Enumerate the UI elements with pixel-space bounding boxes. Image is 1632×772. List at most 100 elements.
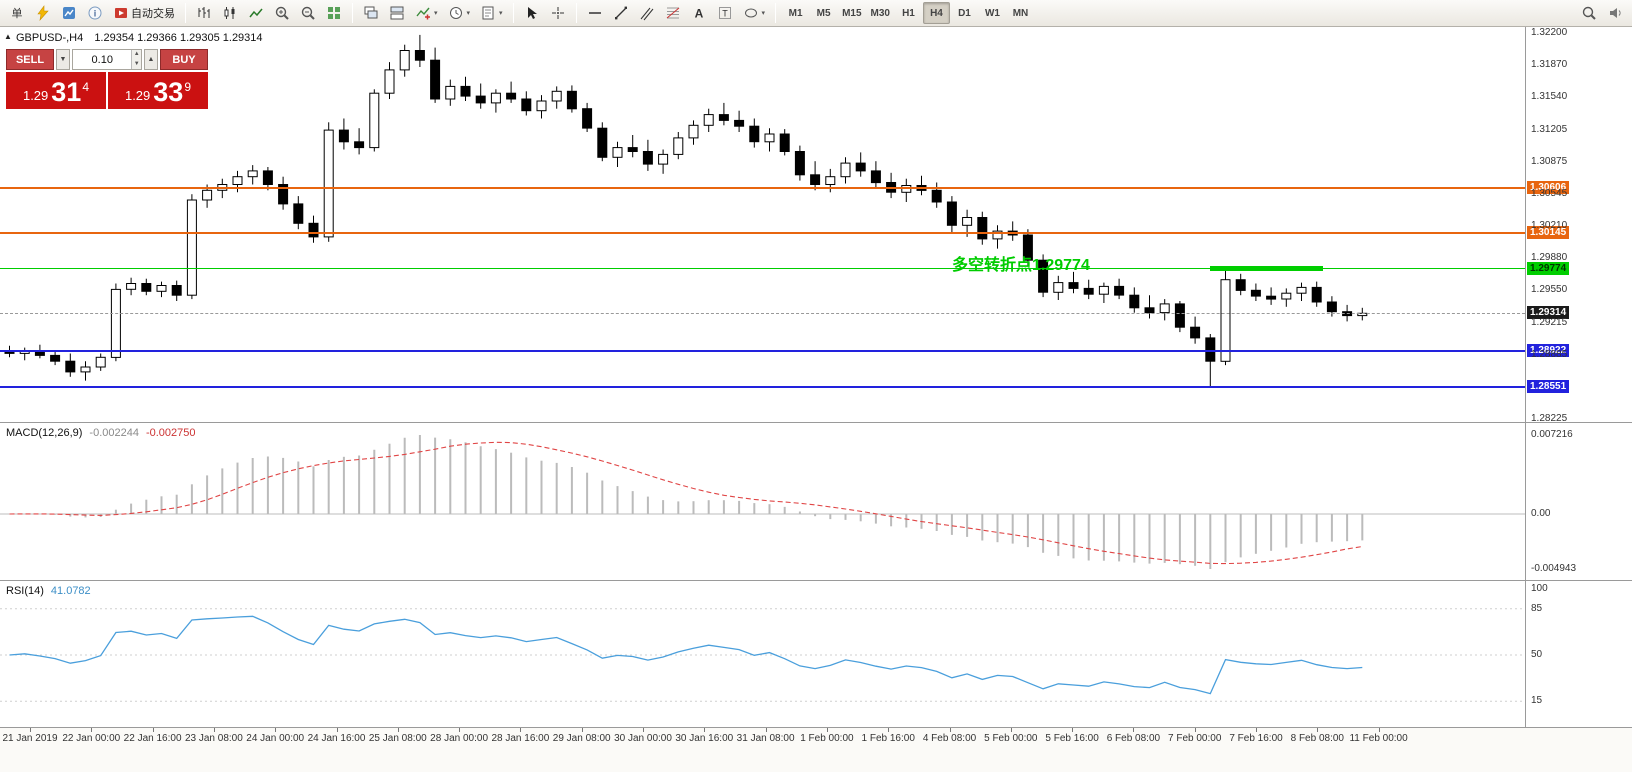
sell-price-display[interactable]: 1.29 31 4	[6, 72, 106, 109]
candle[interactable]	[612, 141, 623, 167]
templates-button[interactable]: ▾	[476, 2, 507, 24]
indicators-button[interactable]: ▾	[411, 2, 442, 24]
candle[interactable]	[278, 176, 289, 210]
candle[interactable]	[688, 120, 699, 145]
alerts-button[interactable]	[1603, 2, 1627, 24]
candle[interactable]	[399, 44, 410, 77]
candle[interactable]	[916, 175, 927, 196]
candle[interactable]	[110, 283, 121, 362]
tf-button-m1[interactable]: M1	[788, 7, 803, 19]
candle[interactable]	[1220, 269, 1231, 366]
candle[interactable]	[658, 149, 669, 174]
tf-button-w1[interactable]: W1	[984, 7, 1000, 19]
pane-separator-macd[interactable]	[0, 422, 1632, 423]
candle[interactable]	[1159, 299, 1170, 321]
candle[interactable]	[475, 83, 486, 109]
search-button[interactable]	[1577, 2, 1601, 24]
buy-button[interactable]: BUY	[160, 49, 208, 70]
tf-button-h4[interactable]: H4	[922, 2, 950, 24]
candle[interactable]	[764, 128, 775, 152]
hline-1.28922[interactable]	[0, 350, 1525, 353]
candle[interactable]	[749, 118, 760, 148]
candle[interactable]	[247, 165, 258, 185]
candle[interactable]	[840, 157, 851, 184]
text-label-tool-button[interactable]: T	[713, 2, 737, 24]
candle[interactable]	[369, 89, 380, 152]
candle[interactable]	[141, 278, 152, 296]
candle[interactable]	[1235, 273, 1246, 296]
candle[interactable]	[1114, 278, 1125, 300]
candle[interactable]	[1053, 275, 1064, 300]
autotrade-button[interactable]: 自动交易	[109, 2, 179, 24]
pane-separator-rsi[interactable]	[0, 580, 1632, 581]
info-button[interactable]: i	[83, 2, 107, 24]
candle[interactable]	[977, 211, 988, 245]
cascade-windows-button[interactable]	[359, 2, 383, 24]
candle[interactable]	[597, 122, 608, 162]
candle[interactable]	[734, 110, 745, 132]
candle[interactable]	[186, 194, 197, 300]
shapes-tool-button[interactable]: ▾	[739, 2, 770, 24]
candle[interactable]	[1083, 279, 1094, 300]
candle[interactable]	[50, 350, 61, 366]
candle[interactable]	[308, 215, 319, 243]
text-tool-button[interactable]: A	[687, 2, 711, 24]
candle[interactable]	[1098, 282, 1109, 303]
tf-button-h1[interactable]: H1	[902, 7, 915, 19]
key-level-annotation[interactable]: 多空转折点1.29774	[952, 257, 1090, 274]
candle[interactable]	[901, 178, 912, 202]
periods-button[interactable]: ▾	[444, 2, 475, 24]
cursor-tool-button[interactable]	[520, 2, 544, 24]
hline-1.28551[interactable]	[0, 386, 1525, 389]
candle[interactable]	[1022, 229, 1033, 267]
hline-tool-button[interactable]	[583, 2, 607, 24]
hline-1.30606[interactable]	[0, 186, 1525, 189]
candle[interactable]	[506, 81, 517, 103]
candle[interactable]	[779, 129, 790, 156]
buy-options-button[interactable]: ▲	[144, 49, 158, 70]
candle[interactable]	[430, 47, 441, 103]
candle[interactable]	[551, 86, 562, 109]
market-watch-button[interactable]	[57, 2, 81, 24]
candle[interactable]	[384, 62, 395, 99]
candle[interactable]	[1296, 282, 1307, 301]
candle[interactable]	[1144, 295, 1155, 319]
candle[interactable]	[1281, 288, 1292, 307]
candle[interactable]	[445, 79, 456, 106]
candle[interactable]	[566, 85, 577, 113]
hline-1.29774[interactable]	[0, 268, 1525, 270]
candle[interactable]	[65, 353, 76, 377]
candle[interactable]	[293, 196, 304, 230]
candle[interactable]	[1038, 254, 1049, 298]
tile-windows-button[interactable]	[322, 2, 346, 24]
candle[interactable]	[1326, 296, 1337, 317]
candle[interactable]	[521, 91, 532, 116]
candle[interactable]	[1250, 283, 1261, 302]
trendline-tool-button[interactable]	[609, 2, 633, 24]
volume-up-button[interactable]: ▲	[132, 50, 141, 60]
candle[interactable]	[627, 135, 638, 158]
candle[interactable]	[323, 122, 334, 242]
time-axis[interactable]: 21 Jan 2019 22 Jan 00:00 22 Jan 16:00 23 Ja…	[0, 727, 1632, 772]
candle[interactable]	[1311, 281, 1322, 307]
candle[interactable]	[886, 172, 897, 199]
line-chart-mode-button[interactable]	[244, 2, 268, 24]
candle[interactable]	[703, 108, 714, 132]
candle[interactable]	[95, 353, 106, 371]
zoom-in-button[interactable]	[270, 2, 294, 24]
candle[interactable]	[414, 34, 425, 67]
tf-button-m30[interactable]: M30	[870, 7, 890, 19]
one-click-panel-toggle[interactable]: ▲	[4, 32, 12, 41]
sell-button[interactable]: SELL	[6, 49, 54, 70]
price-axis[interactable]: 1.30606 1.30145 1.29774 1.29314 1.28922 1.285…	[1525, 27, 1632, 727]
candle[interactable]	[126, 277, 137, 296]
candle[interactable]	[931, 182, 942, 208]
candle[interactable]	[1205, 334, 1216, 387]
candle[interactable]	[810, 161, 821, 191]
candle[interactable]	[582, 102, 593, 132]
tf-button-m5[interactable]: M5	[816, 7, 831, 19]
rsi-indicator-pane[interactable]: RSI(14) 41.0782	[0, 581, 1525, 727]
macd-indicator-pane[interactable]: MACD(12,26,9) -0.002244 -0.002750	[0, 423, 1525, 580]
price-chart-pane[interactable]: 多空转折点1.29774 ▲ GBPUSD-,H4 1.29354 1.2936…	[0, 27, 1525, 422]
key-level-segment[interactable]	[1210, 266, 1323, 272]
